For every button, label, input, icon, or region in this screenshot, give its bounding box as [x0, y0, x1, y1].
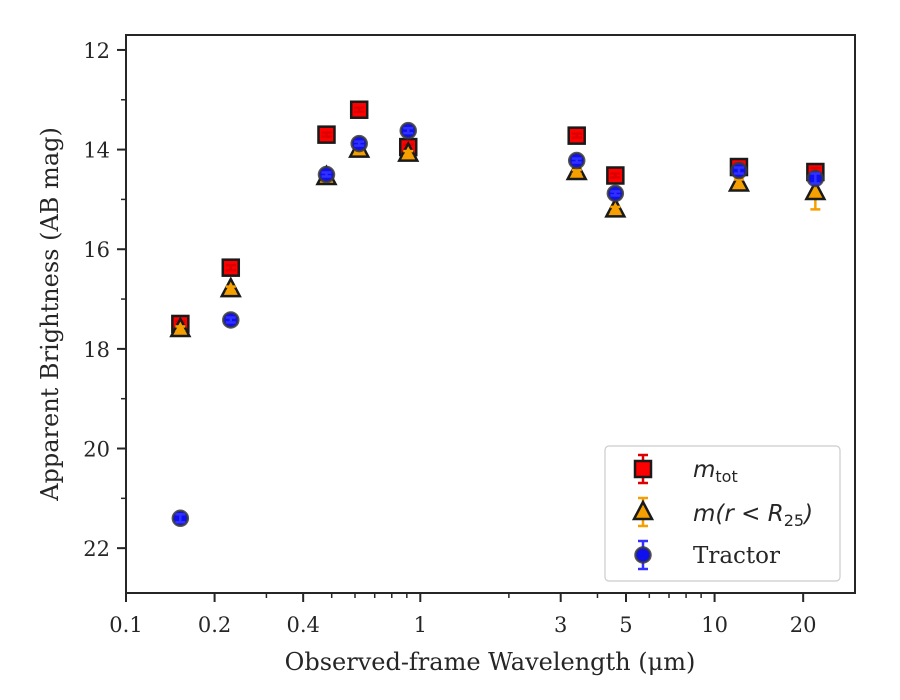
errorbar-tractor [175, 513, 186, 524]
y-tick-label: 20 [83, 438, 110, 462]
data-markers [169, 100, 827, 528]
x-axis-label: Observed-frame Wavelength (μm) [285, 648, 696, 676]
x-tick-label: 0.1 [109, 613, 142, 637]
errorbar-m-r25 [175, 325, 186, 333]
x-tick-label: 20 [790, 613, 817, 637]
errorbar-m-r25 [733, 178, 744, 189]
errorbar-m-r25 [610, 205, 621, 214]
legend-entry-m-r25: m(r < R25) [693, 501, 813, 530]
errorbar-tractor [571, 157, 582, 164]
y-tick-label: 16 [83, 238, 110, 262]
point-m-r25 [804, 179, 827, 201]
errorbar-tractor [733, 166, 744, 175]
legend-entry-tractor: Tractor [693, 543, 780, 569]
errorbar-m-tot [225, 263, 236, 272]
legend-marker-m-tot [633, 459, 653, 479]
y-tick-label: 22 [83, 537, 110, 561]
y-tick-label: 18 [83, 338, 110, 362]
legend-marker-m-r25 [631, 499, 655, 521]
errorbar-m-tot [354, 106, 365, 113]
y-tick-label: 14 [83, 139, 110, 163]
x-tick-label: 0.4 [286, 613, 319, 637]
legend: mtot m(r < R25) Tractor [604, 445, 841, 582]
errorbar-tractor [810, 172, 821, 185]
errorbar-tractor [403, 126, 414, 135]
legend-entry-m-tot: mtot [693, 457, 738, 486]
errorbar-m-tot [321, 131, 332, 138]
errorbar-m-r25 [403, 149, 414, 158]
legend-markers [631, 453, 655, 571]
x-tick-label: 1 [414, 613, 427, 637]
errorbar-tractor [354, 140, 365, 147]
errorbar-m-r25 [225, 285, 236, 293]
errorbar-m-tot [610, 172, 621, 179]
x-tick-label: 5 [619, 613, 632, 637]
errorbar-tractor [610, 190, 621, 197]
x-tick-label: 0.2 [198, 613, 231, 637]
x-tick-label: 3 [554, 613, 567, 637]
errorbar-tractor [321, 171, 332, 178]
y-axis: 12 14 16 18 20 22 [83, 39, 126, 561]
y-tick-label: 12 [83, 39, 110, 63]
x-tick-label: 10 [701, 613, 728, 637]
errorbar-m-r25 [571, 168, 582, 176]
plot-frame [125, 34, 856, 594]
y-axis-label: Apparent Brightness (AB mag) [36, 127, 64, 502]
errorbar-m-tot [571, 132, 582, 139]
legend-frame [604, 445, 841, 582]
legend-marker-tractor [634, 546, 652, 564]
x-axis: 0.1 0.2 0.4 1 3 5 10 20 [109, 593, 817, 637]
errorbar-tractor [225, 316, 236, 324]
